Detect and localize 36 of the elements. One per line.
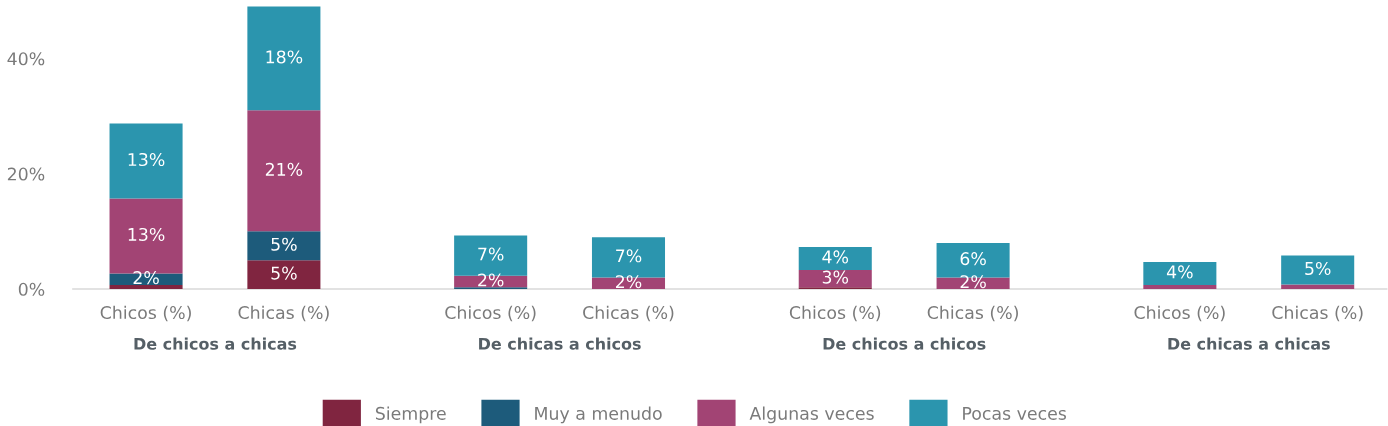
data-label: 2% <box>960 275 986 289</box>
legend-label: Pocas veces <box>963 407 1067 420</box>
y-tick-label: 0% <box>18 282 45 296</box>
data-label: 5% <box>271 237 297 251</box>
legend-label: Siempre <box>375 406 446 424</box>
x-tick-label: Chicos (%) <box>1134 305 1225 322</box>
data-label: 2% <box>133 271 159 285</box>
data-label: 13% <box>128 227 165 242</box>
data-label: 2% <box>478 273 504 287</box>
text: De chicas a chicas <box>1168 337 1330 350</box>
x-tick-label: Chicas (%) <box>238 305 329 322</box>
data-label: 4% <box>1166 265 1193 279</box>
data-label: 7% <box>616 249 642 263</box>
data-label: 18% <box>266 50 303 64</box>
data-label: 5% <box>1305 261 1331 276</box>
data-label: 4% <box>822 250 849 264</box>
data-label: 6% <box>960 252 986 266</box>
legend-label: Muy a menudo <box>535 406 662 424</box>
x-tick-label: Chicos (%) <box>445 305 536 322</box>
legend-label: Algunas veces <box>749 406 874 424</box>
y-tick-label: 20% <box>7 167 45 181</box>
x-tick-label: Chicas (%) <box>583 305 674 322</box>
y-tick-label: 40% <box>7 52 45 66</box>
text: De chicas a chicos <box>479 337 641 350</box>
x-tick-label: Chicas (%) <box>1272 305 1363 322</box>
data-label: 5% <box>271 266 297 280</box>
data-label: 2% <box>616 275 642 289</box>
data-label: 13% <box>128 152 165 167</box>
data-label: 7% <box>478 247 504 261</box>
text: De chicos a chicos <box>823 337 986 350</box>
x-tick-label: Chicas (%) <box>927 305 1018 322</box>
x-tick-label: Chicos (%) <box>789 305 881 322</box>
text: De chicos a chicas <box>134 337 297 350</box>
data-label: 21% <box>265 162 303 176</box>
x-tick-label: Chicos (%) <box>100 305 191 322</box>
data-label: 3% <box>822 270 849 284</box>
